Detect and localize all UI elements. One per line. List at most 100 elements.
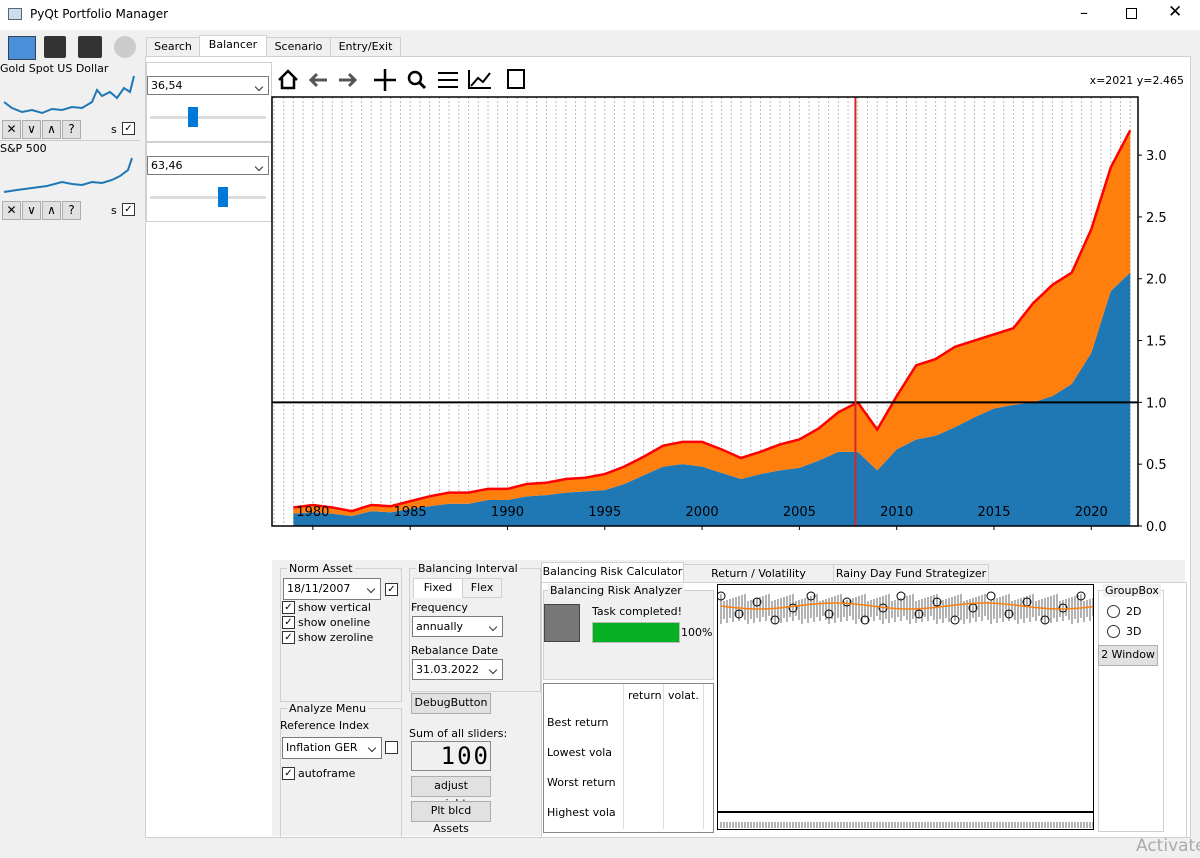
pan-icon[interactable] bbox=[374, 69, 396, 91]
tab[interactable]: Entry/Exit bbox=[330, 37, 401, 57]
plot-button[interactable]: Plt blcd Assets bbox=[411, 801, 491, 835]
debug-button[interactable]: DebugButton bbox=[411, 693, 491, 714]
x-tick-label: 1985 bbox=[394, 505, 427, 520]
checkbox[interactable] bbox=[385, 741, 398, 754]
adjust-button[interactable]: adjust weights bbox=[411, 776, 491, 810]
tab-selected[interactable]: Fixed bbox=[413, 578, 463, 598]
configure-icon[interactable] bbox=[438, 72, 458, 88]
slider-track bbox=[150, 196, 266, 199]
boxplot bbox=[717, 584, 1094, 830]
group-title: Balancing Risk Analyzer bbox=[548, 584, 684, 597]
open-button[interactable] bbox=[8, 36, 36, 60]
title-bar bbox=[0, 0, 1200, 30]
area-series bbox=[293, 130, 1131, 517]
date-combo[interactable]: 18/11/2007 bbox=[283, 578, 381, 600]
boxplot-frame bbox=[717, 584, 1094, 830]
median-line bbox=[720, 602, 1094, 610]
radio[interactable] bbox=[1107, 605, 1120, 618]
weight-spinbox[interactable]: 63,46 bbox=[147, 156, 269, 175]
y-tick-label: 1.5 bbox=[1146, 335, 1167, 350]
weight-panel bbox=[146, 62, 272, 142]
asset-button[interactable]: ✕ bbox=[2, 201, 21, 220]
close[interactable]: ✕ bbox=[1168, 2, 1183, 22]
outlier bbox=[734, 609, 744, 619]
asset-sparkline bbox=[3, 157, 133, 193]
radio[interactable] bbox=[1107, 625, 1120, 638]
asset-button[interactable]: ∨ bbox=[22, 120, 41, 139]
window-button[interactable]: 2 Window bbox=[1098, 645, 1158, 666]
maximize[interactable] bbox=[1126, 8, 1137, 19]
column-header: volat. bbox=[668, 689, 699, 702]
plot-frame bbox=[271, 96, 1139, 527]
frequency-combo[interactable]: annually bbox=[412, 616, 503, 637]
checkbox[interactable]: ✓ bbox=[385, 583, 398, 596]
outlier bbox=[824, 609, 834, 619]
checkbox[interactable]: ✓ bbox=[282, 601, 295, 614]
save-button[interactable] bbox=[44, 36, 66, 58]
weight-spinbox[interactable]: 36,54 bbox=[147, 76, 269, 95]
checkbox[interactable]: ✓ bbox=[282, 631, 295, 644]
scale-label: s bbox=[111, 204, 117, 217]
y-tick-label: 0.5 bbox=[1146, 458, 1167, 473]
area-series bbox=[293, 272, 1131, 526]
label: Frequency bbox=[411, 601, 468, 614]
cursor-readout: x=2021 y=2.465 bbox=[1089, 74, 1184, 87]
asset-button[interactable]: ? bbox=[62, 120, 81, 139]
app-icon bbox=[8, 8, 22, 20]
checkbox[interactable]: ✓ bbox=[282, 616, 295, 629]
y-tick-label: 1.0 bbox=[1146, 396, 1167, 411]
outlier bbox=[770, 615, 780, 625]
save-as-button[interactable] bbox=[78, 36, 102, 58]
calculator-icon[interactable] bbox=[544, 604, 580, 642]
save-icon[interactable] bbox=[507, 69, 525, 89]
outlier bbox=[1040, 615, 1050, 625]
progress-bar bbox=[593, 623, 679, 642]
date-combo[interactable]: 31.03.2022 bbox=[412, 659, 503, 680]
minimize[interactable]: – bbox=[1080, 3, 1088, 22]
tab[interactable]: Scenario bbox=[266, 37, 331, 57]
y-tick-label: 2.0 bbox=[1146, 273, 1167, 288]
progress-track bbox=[592, 622, 680, 643]
x-tick-label: 2010 bbox=[880, 505, 913, 520]
forward-icon[interactable] bbox=[339, 72, 358, 88]
settings-button[interactable] bbox=[114, 36, 136, 58]
outlier bbox=[842, 597, 852, 607]
label: Reference Index bbox=[280, 719, 370, 732]
outlier bbox=[788, 603, 798, 613]
slider-handle[interactable] bbox=[218, 187, 228, 207]
checkbox[interactable]: ✓ bbox=[122, 203, 135, 216]
tab[interactable]: Flex bbox=[462, 578, 502, 598]
asset-button[interactable]: ∧ bbox=[42, 201, 61, 220]
tab-selected[interactable]: Balancer bbox=[199, 35, 267, 57]
outlier bbox=[896, 591, 906, 601]
zoom-icon[interactable] bbox=[407, 70, 423, 86]
check-label: show oneline bbox=[298, 616, 371, 629]
asset-button[interactable]: ∨ bbox=[22, 201, 41, 220]
index-combo[interactable]: Inflation GER bbox=[282, 737, 382, 759]
tab[interactable]: Rainy Day Fund Strategizer bbox=[833, 564, 989, 583]
outlier bbox=[806, 591, 816, 601]
label: Sum of all sliders: bbox=[409, 727, 508, 740]
edit-icon[interactable] bbox=[468, 70, 491, 89]
progress-label: 100% bbox=[681, 626, 713, 639]
grid-line bbox=[703, 684, 704, 829]
tab[interactable]: Return / Volatility optimizer bbox=[683, 564, 834, 598]
asset-button[interactable]: ? bbox=[62, 201, 81, 220]
home-icon[interactable] bbox=[278, 69, 298, 90]
check-label: autoframe bbox=[298, 767, 356, 780]
outlier bbox=[986, 591, 996, 601]
back-icon[interactable] bbox=[308, 72, 327, 88]
tab[interactable]: Search bbox=[146, 37, 200, 57]
asset-button[interactable]: ✕ bbox=[2, 120, 21, 139]
checkbox[interactable]: ✓ bbox=[282, 767, 295, 780]
risk-table bbox=[543, 683, 714, 833]
slider-handle[interactable] bbox=[188, 107, 198, 127]
window-title: PyQt Portfolio Manager bbox=[30, 7, 169, 21]
asset-button[interactable]: ∧ bbox=[42, 120, 61, 139]
checkbox[interactable]: ✓ bbox=[122, 122, 135, 135]
tab-selected[interactable]: Balancing Risk Calculator bbox=[541, 562, 684, 583]
outlier bbox=[1076, 591, 1086, 601]
separator bbox=[0, 140, 140, 141]
x-tick-label: 1990 bbox=[491, 505, 524, 520]
